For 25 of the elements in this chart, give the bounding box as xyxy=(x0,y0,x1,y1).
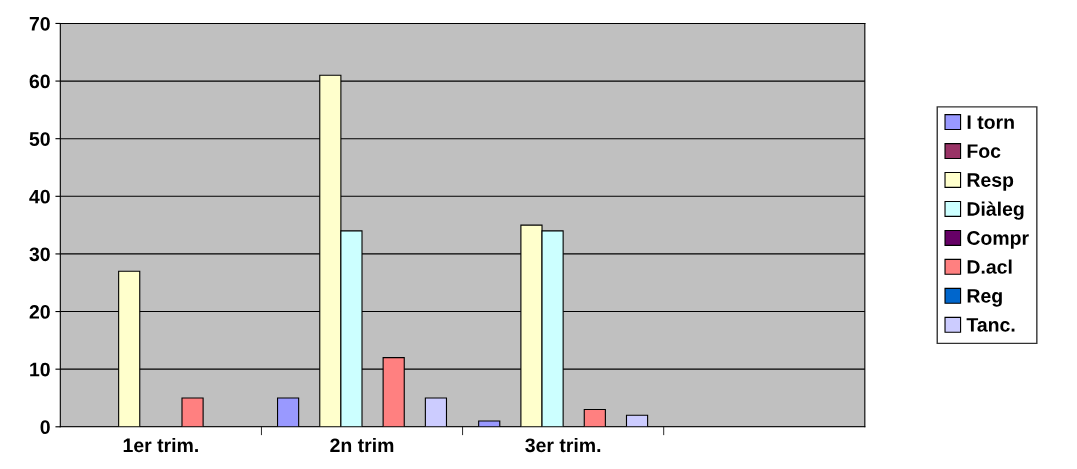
bar xyxy=(424,397,448,427)
legend-label: Tanc. xyxy=(966,318,1015,332)
bar xyxy=(181,397,204,427)
y-tick-label: 30 xyxy=(29,247,50,262)
legend-label: Compr xyxy=(967,231,1029,249)
bar xyxy=(583,408,606,427)
y-tick-label: 10 xyxy=(30,362,50,377)
y-tick-label: 50 xyxy=(29,132,50,146)
bar xyxy=(625,414,649,427)
y-tick-label: 60 xyxy=(29,74,50,89)
bar xyxy=(478,420,501,427)
legend-label: Reg xyxy=(967,289,1002,307)
x-tick-label: 1er trim. xyxy=(123,437,198,453)
y-tick-label: 20 xyxy=(29,305,50,319)
y-tick-label: 0 xyxy=(40,420,50,435)
legend-label: Foc xyxy=(967,144,1001,158)
legend-label: Resp xyxy=(967,173,1014,191)
x-tick-label: 3er trim. xyxy=(525,437,601,453)
y-tick-label: 40 xyxy=(29,189,50,204)
bar xyxy=(276,397,300,427)
legend-label: D.acl xyxy=(967,259,1012,274)
legend-label: Diàleg xyxy=(967,201,1024,220)
y-tick-label: 70 xyxy=(29,16,50,31)
legend-label: I torn xyxy=(967,115,1014,130)
x-tick-label: 2n trim xyxy=(330,437,394,453)
